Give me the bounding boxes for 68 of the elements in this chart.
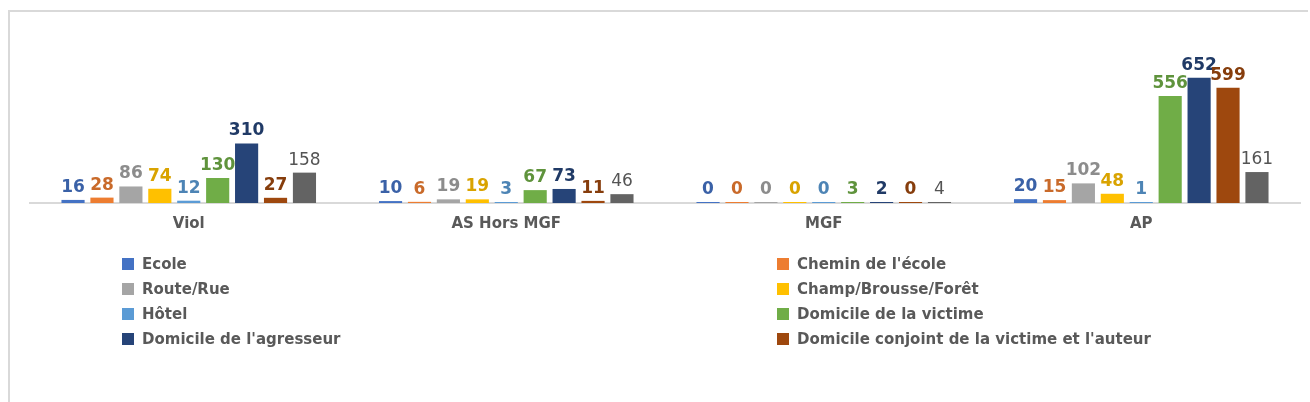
data-label: 3 (500, 177, 513, 198)
bar (1042, 200, 1067, 203)
data-label: 11 (581, 176, 605, 197)
legend-label: Domicile conjoint de la victime et l'auteur (796, 330, 1152, 348)
data-label: 28 (90, 173, 114, 194)
data-label: 102 (1065, 159, 1102, 180)
data-label: 0 (731, 177, 744, 198)
x-tick-label: MGF (805, 213, 843, 232)
data-label: 4 (934, 177, 945, 198)
bar (523, 190, 547, 203)
x-tick-label: AP (1129, 213, 1153, 232)
data-label: 0 (817, 177, 830, 198)
data-label: 67 (523, 166, 548, 187)
data-label: 130 (199, 153, 236, 174)
data-label: 20 (1013, 175, 1038, 196)
bar (148, 188, 172, 203)
bar (90, 197, 114, 203)
data-label: 0 (702, 177, 715, 198)
bar (235, 143, 259, 203)
bar (610, 194, 634, 203)
bar (552, 188, 576, 203)
bar (465, 199, 489, 203)
bar (1216, 87, 1240, 203)
data-label: 12 (176, 176, 201, 197)
bar (119, 186, 143, 203)
data-label: 10 (378, 177, 403, 197)
data-label: 19 (465, 175, 490, 196)
data-label: 16 (61, 175, 85, 196)
data-label: 158 (288, 148, 321, 169)
data-label: 86 (119, 162, 143, 183)
data-label: 46 (611, 170, 633, 191)
x-tick-label: AS Hors MGF (451, 213, 562, 232)
legend-label: Ecole (141, 255, 188, 273)
bar (61, 199, 85, 203)
data-label: 0 (788, 177, 801, 198)
legend-label: Domicile de l'agresseur (141, 330, 342, 348)
data-label: 27 (263, 173, 288, 194)
bar (436, 199, 460, 203)
legend-label: Champ/Brousse/Forêt (796, 280, 980, 298)
bar (263, 197, 288, 203)
data-label: 0 (904, 177, 917, 198)
bar (1013, 199, 1038, 203)
data-label: 3 (846, 177, 859, 198)
data-label: 48 (1100, 169, 1125, 190)
bar (1187, 77, 1211, 203)
x-tick-label: Viol (172, 213, 205, 232)
data-label: 0 (759, 177, 772, 198)
legend-label: Domicile de la victime (796, 305, 985, 323)
bar (206, 178, 230, 203)
bar (581, 200, 605, 203)
data-label: 2 (875, 177, 888, 198)
bar (1100, 193, 1124, 203)
data-label: 15 (1042, 176, 1067, 197)
data-label: 74 (147, 164, 172, 185)
bar (1158, 96, 1182, 203)
bar (292, 172, 317, 203)
data-label: 6 (413, 177, 426, 198)
data-label: 1 (1135, 177, 1148, 198)
data-label: 19 (436, 175, 461, 196)
data-label: 161 (1240, 147, 1274, 168)
legend-label: Chemin de l'école (796, 255, 948, 273)
data-label: 310 (228, 119, 265, 140)
legend-label: Route/Rue (141, 280, 231, 298)
data-label: 556 (1152, 72, 1188, 93)
bar (1245, 172, 1269, 203)
legend-label: Hôtel (141, 305, 189, 323)
bar (1071, 183, 1095, 203)
data-label: 73 (552, 164, 576, 185)
